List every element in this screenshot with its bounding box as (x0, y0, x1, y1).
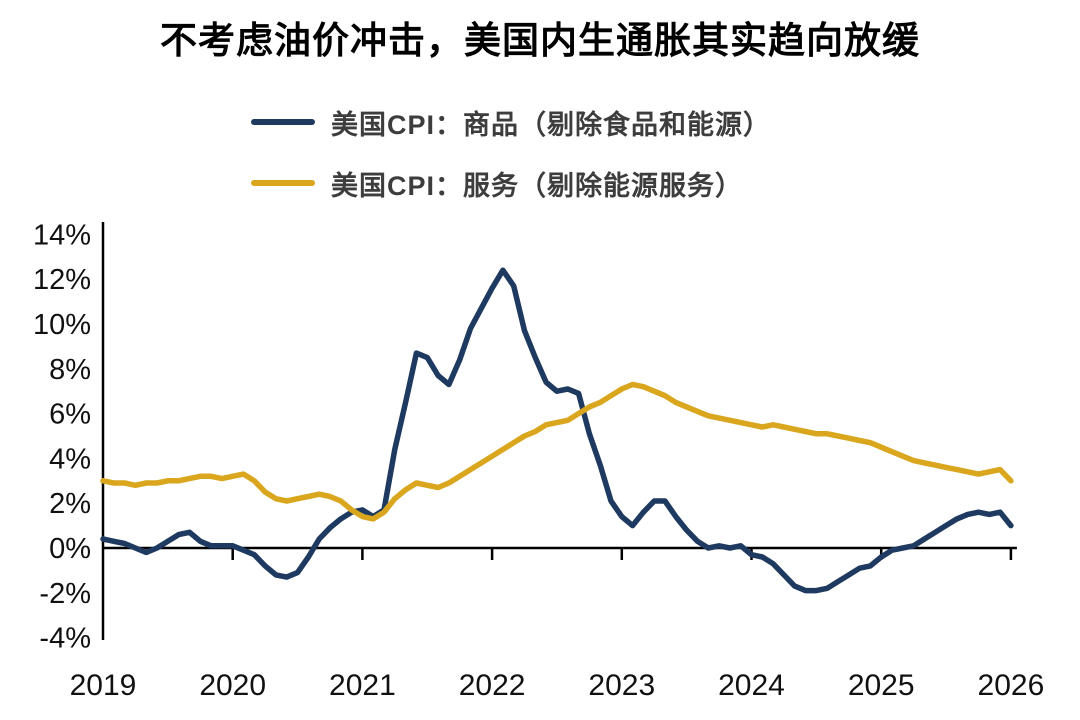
y-tick-label-12: 12% (33, 264, 91, 296)
services-line-swatch (251, 180, 315, 186)
y-tick-label-8: 8% (49, 354, 91, 386)
y-tick-label-2: 2% (49, 488, 91, 520)
y-tick-label-4: 4% (49, 443, 91, 475)
chart-title: 不考虑油价冲击，美国内生通胀其实趋向放缓 (160, 21, 920, 62)
y-tick-label-0: 0% (49, 533, 91, 565)
y-tick-label--2: -2% (39, 578, 91, 610)
x-tick-label-2019: 2019 (70, 669, 137, 702)
x-tick-label-2020: 2020 (199, 669, 266, 702)
x-tick-label-2026: 2026 (978, 669, 1045, 702)
x-tick-label-2023: 2023 (588, 669, 655, 702)
legend-item-services: 美国CPI：服务（剔除能源服务） (251, 167, 771, 201)
goods-line-swatch (251, 119, 315, 125)
x-tick-label-2024: 2024 (718, 669, 785, 702)
services-cpi-line (100, 381, 1014, 522)
y-tick-label--4: -4% (39, 623, 91, 655)
x-tick-label-2025: 2025 (848, 669, 915, 702)
goods-cpi-line (100, 267, 1014, 594)
y-tick-label-6: 6% (49, 399, 91, 431)
legend: 美国CPI：商品（剔除食品和能源） 美国CPI：服务（剔除能源服务） (251, 106, 771, 201)
services-legend-label: 美国CPI：服务（剔除能源服务） (331, 170, 744, 201)
x-tick-label-2021: 2021 (329, 669, 396, 702)
legend-item-goods: 美国CPI：商品（剔除食品和能源） (251, 106, 771, 140)
x-tick-label-2022: 2022 (459, 669, 526, 702)
y-tick-label-10: 10% (33, 309, 91, 341)
goods-legend-label: 美国CPI：商品（剔除食品和能源） (331, 109, 772, 140)
y-tick-label-14: 14% (33, 219, 91, 251)
